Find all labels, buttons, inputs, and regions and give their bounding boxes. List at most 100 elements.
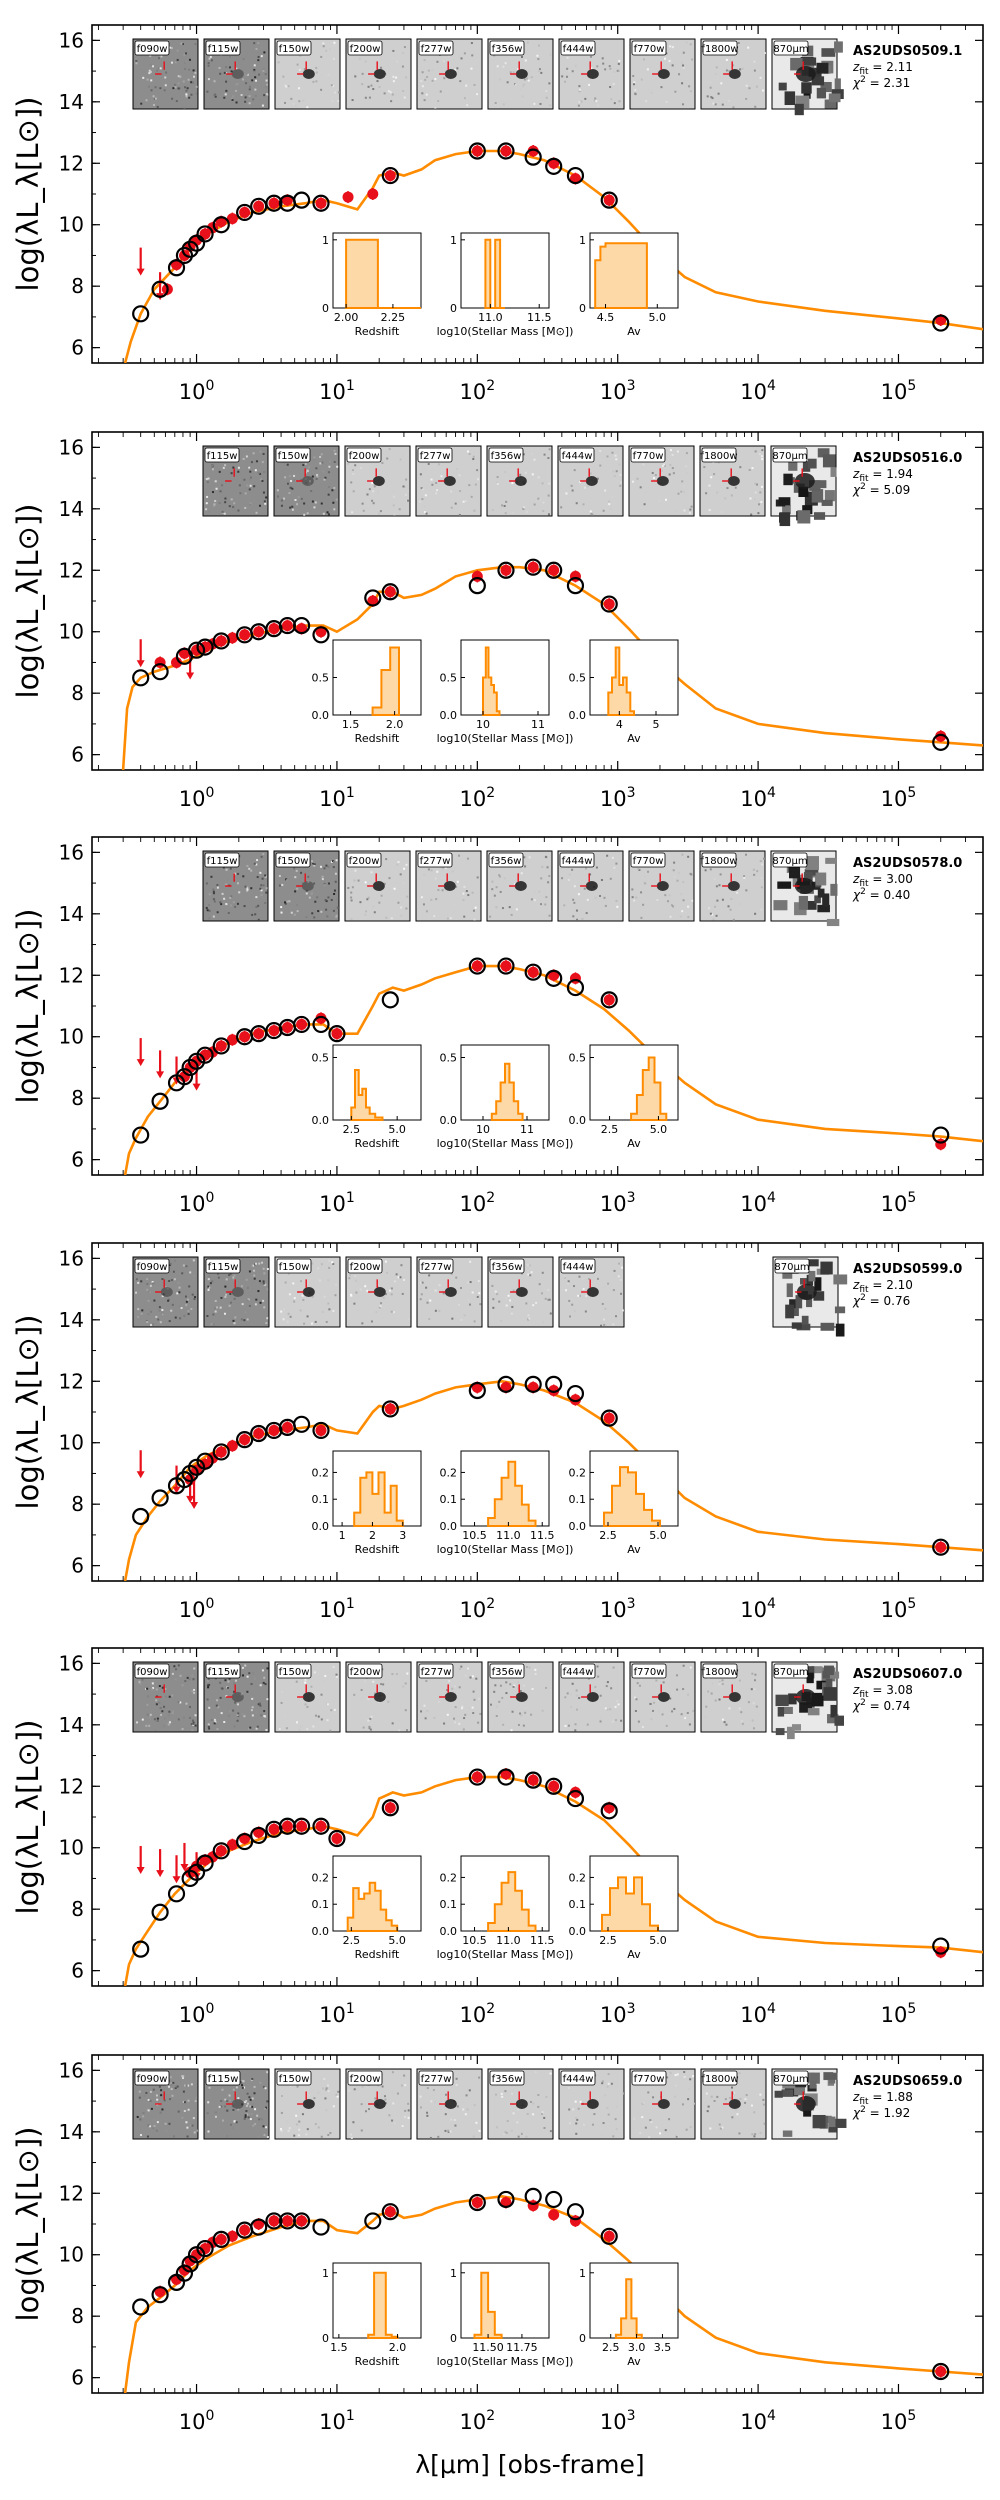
- model-photometry-point: [468, 2193, 486, 2212]
- inset-x-tick-label: 3.0: [628, 2341, 646, 2354]
- model-photometry-point: [932, 1937, 950, 1955]
- observed-point: [239, 2224, 251, 2236]
- model-photometry-point: [236, 1431, 254, 1449]
- image-cutout: f770w: [629, 38, 696, 110]
- x-tick-label: 100: [179, 785, 215, 811]
- model-photometry-point: [312, 194, 330, 212]
- image-cutout: f770w: [629, 1661, 696, 1733]
- model-photometry-point: [600, 2227, 618, 2245]
- observed-point: [548, 564, 560, 576]
- cutout-band-label: f444w: [563, 1667, 594, 1678]
- cutout-band-label: f277w: [421, 44, 452, 55]
- y-tick-label: 16: [59, 435, 84, 459]
- model-photometry-point: [524, 1771, 542, 1789]
- cutout-band-label: f200w: [349, 451, 380, 462]
- cutout-band-label: f115w: [207, 856, 238, 867]
- cutout-band-label: f200w: [350, 2074, 381, 2085]
- inset-y-tick-label: 0.0: [569, 1114, 587, 1127]
- observed-point: [384, 170, 396, 182]
- model-photometry-point: [292, 1015, 311, 1034]
- inset-x-tick-label: 11.0: [496, 1529, 521, 1542]
- image-cutout: f277w: [416, 2068, 483, 2140]
- x-axis-label: λ[μm] [obs-frame]: [415, 2450, 644, 2479]
- model-photometry-point: [132, 1507, 150, 1526]
- inset-x-tick-label: 4: [616, 718, 623, 731]
- upper-limit-arrow: [136, 639, 145, 668]
- inset-y-tick-label: 0.1: [312, 1898, 330, 1911]
- posterior-histogram: [487, 1871, 537, 1932]
- model-photometry-point: [932, 2362, 950, 2381]
- y-tick-label: 14: [59, 1308, 84, 1332]
- observed-point: [281, 2215, 293, 2227]
- image-cutout: f090w: [132, 2068, 199, 2140]
- inset-y-tick-label: 0.2: [440, 1466, 458, 1479]
- cutout-band-label: f356w: [492, 2074, 523, 2085]
- image-cutout: f356w: [487, 38, 554, 110]
- y-tick-label: 10: [59, 2243, 84, 2267]
- inset-x-tick-label: 11.75: [506, 2341, 538, 2354]
- image-cutout: f200w: [344, 445, 411, 517]
- observed-point: [268, 1025, 280, 1037]
- x-tick-label: 103: [600, 1190, 636, 1216]
- inset-x-tick-label: 2.00: [334, 311, 359, 324]
- model-photometry-point: [468, 1381, 486, 1400]
- model-photometry-point: [187, 1863, 206, 1881]
- posterior-histogram: [484, 238, 505, 309]
- model-photometry-point: [187, 1052, 206, 1070]
- observed-point: [281, 620, 293, 632]
- cutout-band-label: f277w: [421, 2074, 452, 2085]
- cutout-band-label: f090w: [137, 2074, 168, 2085]
- cutout-band-label: f115w: [208, 2074, 239, 2085]
- inset-x-tick-label: 1.5: [342, 718, 360, 731]
- model-photometry-point: [196, 2239, 214, 2258]
- plot-area: [123, 1375, 983, 1581]
- model-photometry-point: [566, 1789, 585, 1808]
- observed-point: [527, 145, 539, 157]
- x-tick-label: 102: [459, 2001, 495, 2027]
- inset-x-label: Redshift: [355, 2355, 400, 2368]
- observed-point: [215, 2233, 227, 2245]
- inset-x-tick-label: 11.5: [530, 1934, 555, 1947]
- observed-point: [527, 1774, 539, 1786]
- y-tick-label: 8: [71, 681, 84, 705]
- observed-point: [281, 1421, 293, 1433]
- observed-point: [239, 206, 251, 218]
- observed-point: [548, 2209, 560, 2221]
- model-photometry-point: [265, 2212, 283, 2230]
- cutout-band-label: f356w: [492, 44, 523, 55]
- model-photometry-point: [497, 142, 515, 160]
- cutout-band-label: f770w: [634, 44, 665, 55]
- x-tick-label: 102: [459, 2408, 495, 2434]
- observed-point: [603, 2230, 615, 2242]
- model-photometry-point: [212, 632, 230, 650]
- cutout-band-label: 870µm: [774, 1262, 809, 1273]
- inset-y-tick-label: 0.1: [569, 1493, 587, 1506]
- image-cutout: f1800w: [700, 1661, 767, 1733]
- image-cutout: f115w: [203, 2068, 270, 2140]
- cutout-band-label: f1800w: [701, 2074, 738, 2085]
- inset-y-tick-label: 0: [450, 2332, 457, 2345]
- inset-y-tick-label: 0.1: [440, 1493, 458, 1506]
- model-photometry-point: [132, 2298, 150, 2316]
- inset-y-tick-label: 0: [322, 2332, 329, 2345]
- plot-area: [123, 142, 983, 363]
- inset-x-tick-label: 11.0: [478, 311, 503, 324]
- observed-point: [471, 1771, 483, 1783]
- model-photometry-point: [566, 2203, 585, 2221]
- model-photometry-point: [497, 561, 515, 579]
- model-photometry-point: [187, 1458, 206, 1476]
- inset-x-tick-label: 11.5: [527, 311, 552, 324]
- z-fit-label: zfit = 1.94: [852, 467, 913, 484]
- y-tick-label: 6: [71, 1148, 84, 1172]
- inset-x-label: Redshift: [355, 1543, 400, 1556]
- model-photometry-point: [132, 669, 150, 687]
- source-id: AS2UDS0659.0: [853, 2074, 962, 2089]
- cutout-band-label: f444w: [562, 856, 593, 867]
- image-cutout: f277w: [416, 38, 483, 110]
- inset-x-label: Av: [627, 1137, 641, 1150]
